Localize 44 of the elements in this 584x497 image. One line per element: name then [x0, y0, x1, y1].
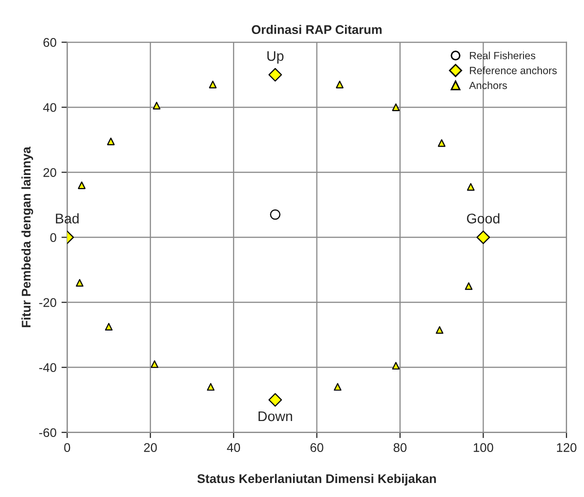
annotation: Bad — [56, 213, 79, 224]
point — [392, 362, 400, 370]
chart-title: Ordinasi RAP Citarum — [252, 24, 382, 34]
point — [436, 326, 444, 334]
y-tick-label: -60 — [39, 428, 56, 438]
y-tick-label: -40 — [39, 363, 56, 372]
point — [206, 383, 215, 391]
y-tick-label: -20 — [39, 298, 56, 307]
point — [104, 322, 113, 331]
point — [208, 80, 217, 88]
legend-label: Real Fisheries — [470, 52, 536, 60]
x-tick-label: 120 — [557, 443, 576, 452]
point — [107, 138, 115, 146]
annotation: Up — [267, 51, 284, 64]
legend-label: Anchors — [469, 81, 507, 90]
y-tick-label: 60 — [43, 38, 56, 47]
point — [438, 139, 446, 147]
x-tick-label: 40 — [226, 443, 240, 452]
point — [466, 183, 475, 191]
point — [152, 102, 160, 110]
point — [268, 68, 282, 82]
annotation: Down — [258, 412, 292, 422]
point — [150, 360, 158, 368]
point — [464, 282, 473, 290]
x-tick-label: 20 — [144, 443, 157, 452]
annotation: Good — [466, 213, 500, 224]
x-tick-label: 0 — [64, 443, 70, 452]
point — [76, 279, 84, 287]
y-tick-label: 40 — [43, 103, 56, 112]
y-tick-label: 20 — [43, 168, 56, 177]
x-axis-title: Status Keberlaniutan Dimensi Kebijakan — [197, 474, 436, 486]
point — [78, 181, 86, 190]
point — [270, 209, 280, 220]
x-tick-label: 100 — [474, 443, 494, 452]
legend-label: Reference anchors — [470, 66, 557, 74]
point — [476, 230, 490, 244]
x-tick-label: 60 — [310, 443, 324, 452]
y-tick-label: 0 — [50, 233, 56, 242]
point — [392, 103, 400, 112]
point — [336, 80, 344, 88]
y-axis-title: Fitur Pembeda dengan lainnya — [21, 146, 34, 328]
point — [334, 383, 342, 391]
x-tick-label: 80 — [394, 443, 407, 452]
point — [268, 393, 282, 407]
